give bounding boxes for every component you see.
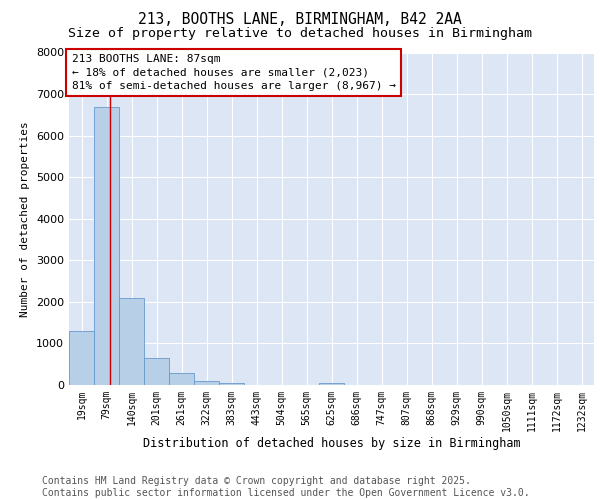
Bar xyxy=(319,383,344,385)
Text: Contains HM Land Registry data © Crown copyright and database right 2025.
Contai: Contains HM Land Registry data © Crown c… xyxy=(42,476,530,498)
Bar xyxy=(219,383,244,385)
Bar xyxy=(194,381,219,385)
Text: Size of property relative to detached houses in Birmingham: Size of property relative to detached ho… xyxy=(68,28,532,40)
Bar xyxy=(144,358,169,385)
Text: 213, BOOTHS LANE, BIRMINGHAM, B42 2AA: 213, BOOTHS LANE, BIRMINGHAM, B42 2AA xyxy=(138,12,462,28)
Bar xyxy=(94,106,119,385)
Bar xyxy=(69,331,94,385)
Bar xyxy=(169,374,194,385)
Text: 213 BOOTHS LANE: 87sqm
← 18% of detached houses are smaller (2,023)
81% of semi-: 213 BOOTHS LANE: 87sqm ← 18% of detached… xyxy=(71,54,395,90)
Bar xyxy=(119,298,144,385)
Y-axis label: Number of detached properties: Number of detached properties xyxy=(20,121,31,316)
X-axis label: Distribution of detached houses by size in Birmingham: Distribution of detached houses by size … xyxy=(143,436,520,450)
